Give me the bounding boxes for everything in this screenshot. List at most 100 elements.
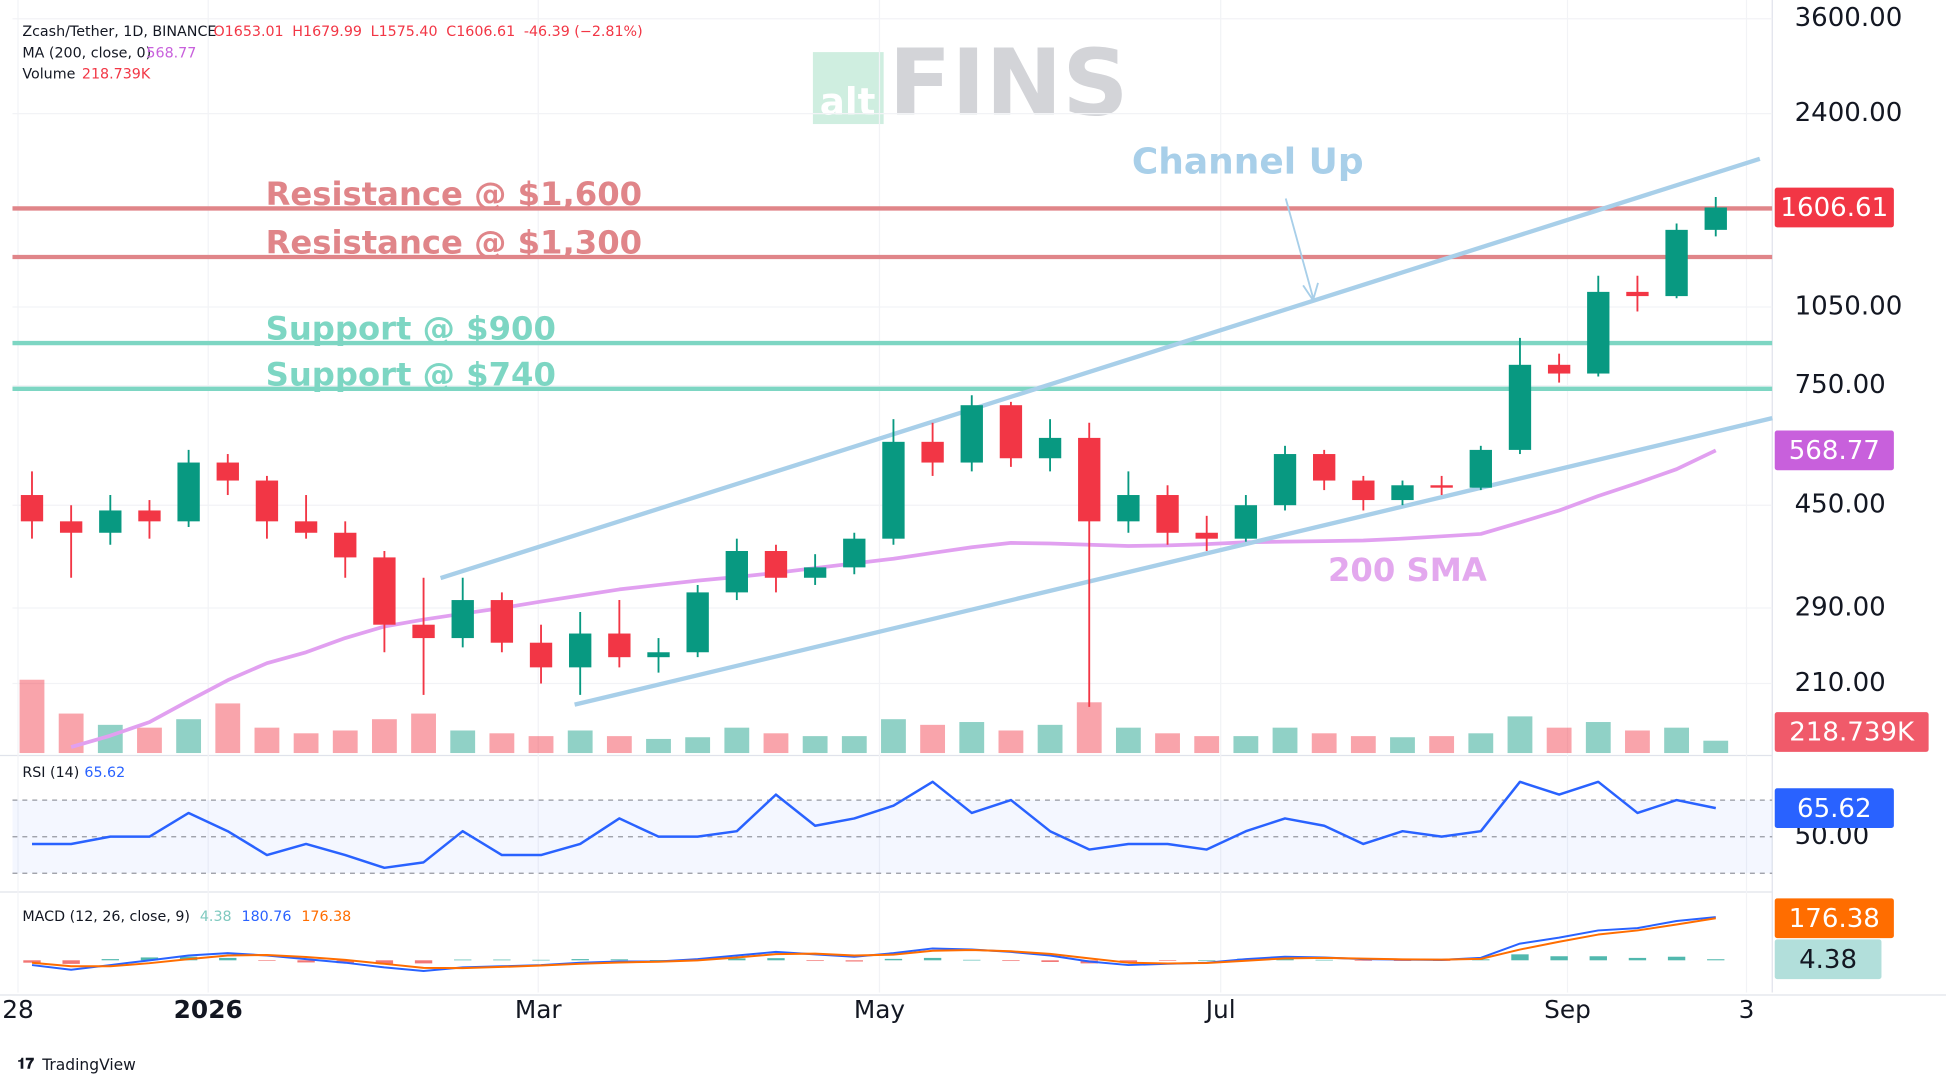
candle-body [20, 495, 44, 522]
x-tick-label: 2026 [174, 995, 243, 1024]
candle-body [569, 633, 592, 668]
volume-bar [1468, 733, 1494, 754]
volume-bar [920, 724, 946, 754]
volume-bar [371, 719, 397, 754]
ohlc-label: C1606.61 [446, 24, 515, 40]
macd-histogram [767, 958, 785, 961]
volume-bar [137, 727, 162, 754]
tv-logo: 𝟏𝟕 [17, 1054, 34, 1072]
volume-bar [1703, 740, 1729, 754]
macd-histogram [62, 960, 80, 964]
volume-bar [450, 730, 476, 754]
y-tick-label: 290.00 [1795, 592, 1886, 622]
macd-histogram [1276, 958, 1294, 961]
last-price: 1606.61 [1780, 193, 1888, 223]
candle-body [529, 642, 553, 668]
volume-bar [528, 736, 554, 754]
macd-histogram [219, 957, 237, 961]
level-label: Support @ $900 [266, 310, 556, 348]
candle-body [1626, 291, 1649, 297]
macd-legend: MACD (12, 26, close, 9) [22, 909, 190, 925]
macd-histogram [454, 959, 472, 961]
candle-body [294, 521, 318, 533]
volume-bar [1664, 727, 1690, 754]
macd-histogram [375, 960, 394, 964]
ohlc-label: H1679.99 [292, 24, 362, 40]
macd-histogram [1354, 960, 1373, 961]
x-tick-label: Sep [1544, 995, 1591, 1024]
volume-legend-value: 218.739K [82, 66, 151, 82]
candle-body [999, 405, 1023, 459]
volume-bar [606, 736, 632, 754]
rsi-band [12, 800, 1773, 874]
candle-body [1078, 437, 1101, 522]
signal-value: 176.38 [1789, 904, 1880, 934]
macd-histogram [140, 957, 159, 961]
candle-body [1038, 437, 1062, 459]
volume-bar [1625, 730, 1650, 754]
macd-histogram [1707, 959, 1725, 961]
volume-bar [1429, 736, 1455, 754]
level-label: Resistance @ $1,600 [266, 175, 643, 213]
candle-body [334, 532, 357, 558]
level-label: Support @ $740 [266, 355, 556, 393]
symbol-title: Zcash/Tether, 1D, BINANCE [22, 24, 216, 40]
volume-bar [215, 703, 241, 754]
macd-histogram [1198, 960, 1216, 961]
last-price-bg [1774, 187, 1894, 228]
macd-histogram [1511, 954, 1529, 961]
candle-body [99, 510, 122, 533]
candle-body [1273, 454, 1297, 506]
ohlc-label: L1575.40 [371, 24, 438, 40]
volume-bar [1194, 736, 1220, 754]
rsi-legend-value: 65.62 [84, 765, 125, 781]
candle-body [764, 550, 788, 578]
ohlc-label: -46.39 (−2.81%) [524, 24, 643, 40]
x-tick-label: Mar [515, 995, 563, 1024]
volume-bar [293, 733, 319, 754]
volume-bar [1311, 733, 1337, 754]
macd-legend-value: 4.38 [200, 909, 232, 925]
candle-body [686, 592, 709, 653]
candle-body [1352, 480, 1375, 501]
y-tick-label: 750.00 [1795, 370, 1886, 400]
volume-bar [724, 727, 750, 754]
candle-body [490, 600, 514, 643]
volume-bar [176, 719, 202, 754]
macd-line [31, 916, 1716, 973]
candle-body [177, 462, 200, 522]
rsi-line [32, 780, 1717, 870]
candle-body [1469, 449, 1492, 488]
annotation-arrow [1284, 198, 1319, 303]
macd-histogram [1158, 960, 1177, 961]
level-label: Resistance @ $1,300 [266, 224, 643, 262]
volume-bar [1507, 716, 1533, 754]
volume-bar [1076, 702, 1102, 754]
macd-legend-value: 180.76 [242, 909, 292, 925]
x-tick-label: 28 [2, 995, 34, 1024]
volume-bar [1115, 727, 1141, 754]
y-tick-label: 2400.00 [1795, 98, 1903, 128]
x-tick-label: Jul [1204, 995, 1236, 1024]
y-tick-label: 210.00 [1795, 668, 1886, 698]
volume-bar [254, 727, 280, 754]
macd-histogram [728, 958, 746, 961]
macd-histogram [923, 957, 942, 961]
watermark-box [812, 52, 884, 125]
volume-bar [841, 736, 867, 754]
volume-bar [1350, 736, 1376, 754]
annotation: 200 SMA [1328, 551, 1487, 589]
macd-histogram [649, 960, 668, 961]
macd-histogram [806, 960, 824, 962]
macd-histogram [1393, 960, 1412, 961]
watermark-text: alt [820, 80, 876, 124]
macd-legend-value: 176.38 [301, 909, 351, 925]
candle-body [882, 441, 905, 539]
candle-body [725, 550, 748, 593]
macd-histogram [1550, 956, 1568, 961]
candle-body [921, 441, 944, 463]
volume-bar [567, 730, 593, 754]
volume-bar [998, 730, 1024, 754]
volume-bar [763, 733, 789, 754]
